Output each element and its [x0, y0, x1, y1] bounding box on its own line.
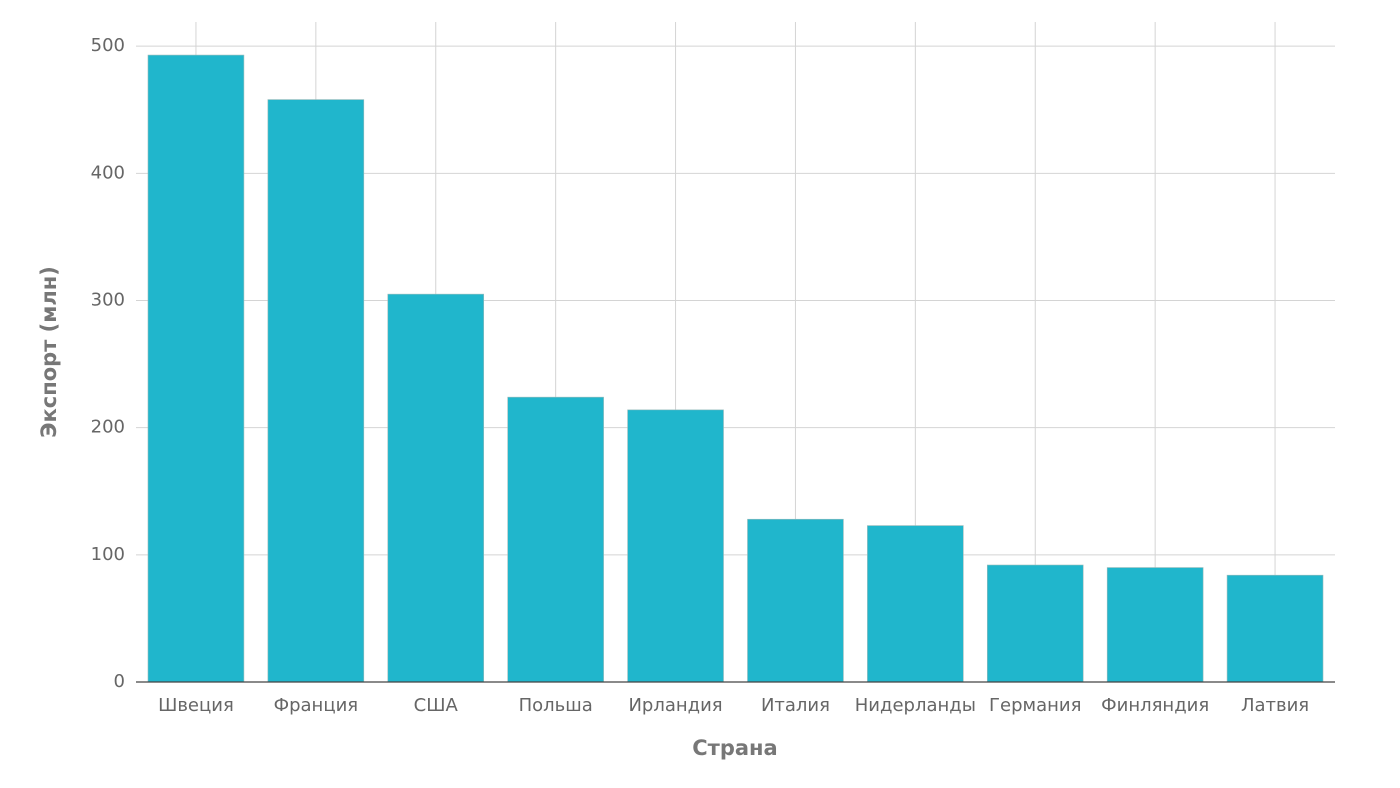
bar — [147, 54, 245, 683]
y-axis-title: Экспорт (млн) — [37, 266, 61, 438]
bar — [507, 396, 604, 683]
x-tick-label: Италия — [761, 695, 830, 716]
y-tick-label: 500 — [91, 35, 125, 56]
bar — [747, 518, 844, 683]
x-tick-label: США — [414, 695, 459, 716]
x-tick-label: Финляндия — [1101, 695, 1209, 716]
x-tick-label: Швеция — [158, 695, 234, 716]
y-tick-label: 0 — [114, 671, 125, 692]
bar — [867, 525, 964, 683]
x-tick-label: Ирландия — [628, 695, 722, 716]
bar — [387, 293, 485, 683]
y-tick-label: 100 — [91, 544, 125, 565]
bar — [627, 409, 724, 683]
x-axis-title: Страна — [692, 736, 777, 760]
x-tick-label: Польша — [519, 695, 593, 716]
y-tick-label: 200 — [91, 417, 125, 438]
bar — [986, 564, 1084, 683]
bar — [1106, 567, 1204, 683]
bar — [1226, 574, 1324, 683]
y-tick-label: 300 — [91, 289, 125, 310]
x-tick-label: Германия — [989, 695, 1081, 716]
x-tick-label: Франция — [274, 695, 359, 716]
y-tick-label: 400 — [91, 162, 125, 183]
x-tick-label: Латвия — [1241, 695, 1309, 716]
bar — [267, 99, 365, 683]
x-tick-label: Нидерланды — [855, 695, 976, 716]
